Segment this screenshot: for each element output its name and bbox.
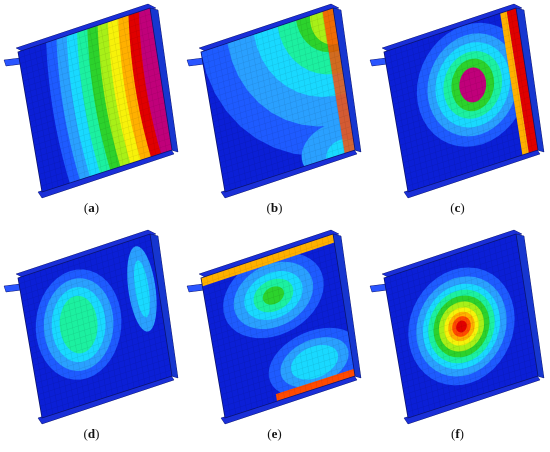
contour-plot-a bbox=[3, 3, 179, 199]
caption-f: (f) bbox=[450, 426, 465, 441]
stress-field bbox=[201, 234, 355, 418]
panel-a: (a) bbox=[0, 0, 183, 226]
panel-f: (f) bbox=[366, 226, 549, 452]
caption-d: (d) bbox=[83, 426, 100, 441]
stress-field bbox=[384, 234, 538, 418]
contour-plot-e bbox=[186, 229, 362, 425]
panel-d: (d) bbox=[0, 226, 183, 452]
caption-c: (c) bbox=[450, 200, 465, 215]
panel-e: (e) bbox=[183, 226, 366, 452]
caption-b: (b) bbox=[266, 200, 283, 215]
stress-field bbox=[201, 8, 355, 192]
stress-field bbox=[384, 8, 538, 192]
contour-plot-f bbox=[369, 229, 545, 425]
stress-field bbox=[18, 234, 172, 418]
panel-c: (c) bbox=[366, 0, 549, 226]
contour-plot-c bbox=[369, 3, 545, 199]
contour-plot-b bbox=[186, 3, 362, 199]
caption-a: (a) bbox=[83, 200, 100, 215]
panel-b: (b) bbox=[183, 0, 366, 226]
stress-field bbox=[18, 8, 172, 192]
contour-plot-d bbox=[3, 229, 179, 425]
caption-e: (e) bbox=[267, 426, 282, 441]
plate-frame bbox=[369, 229, 545, 425]
